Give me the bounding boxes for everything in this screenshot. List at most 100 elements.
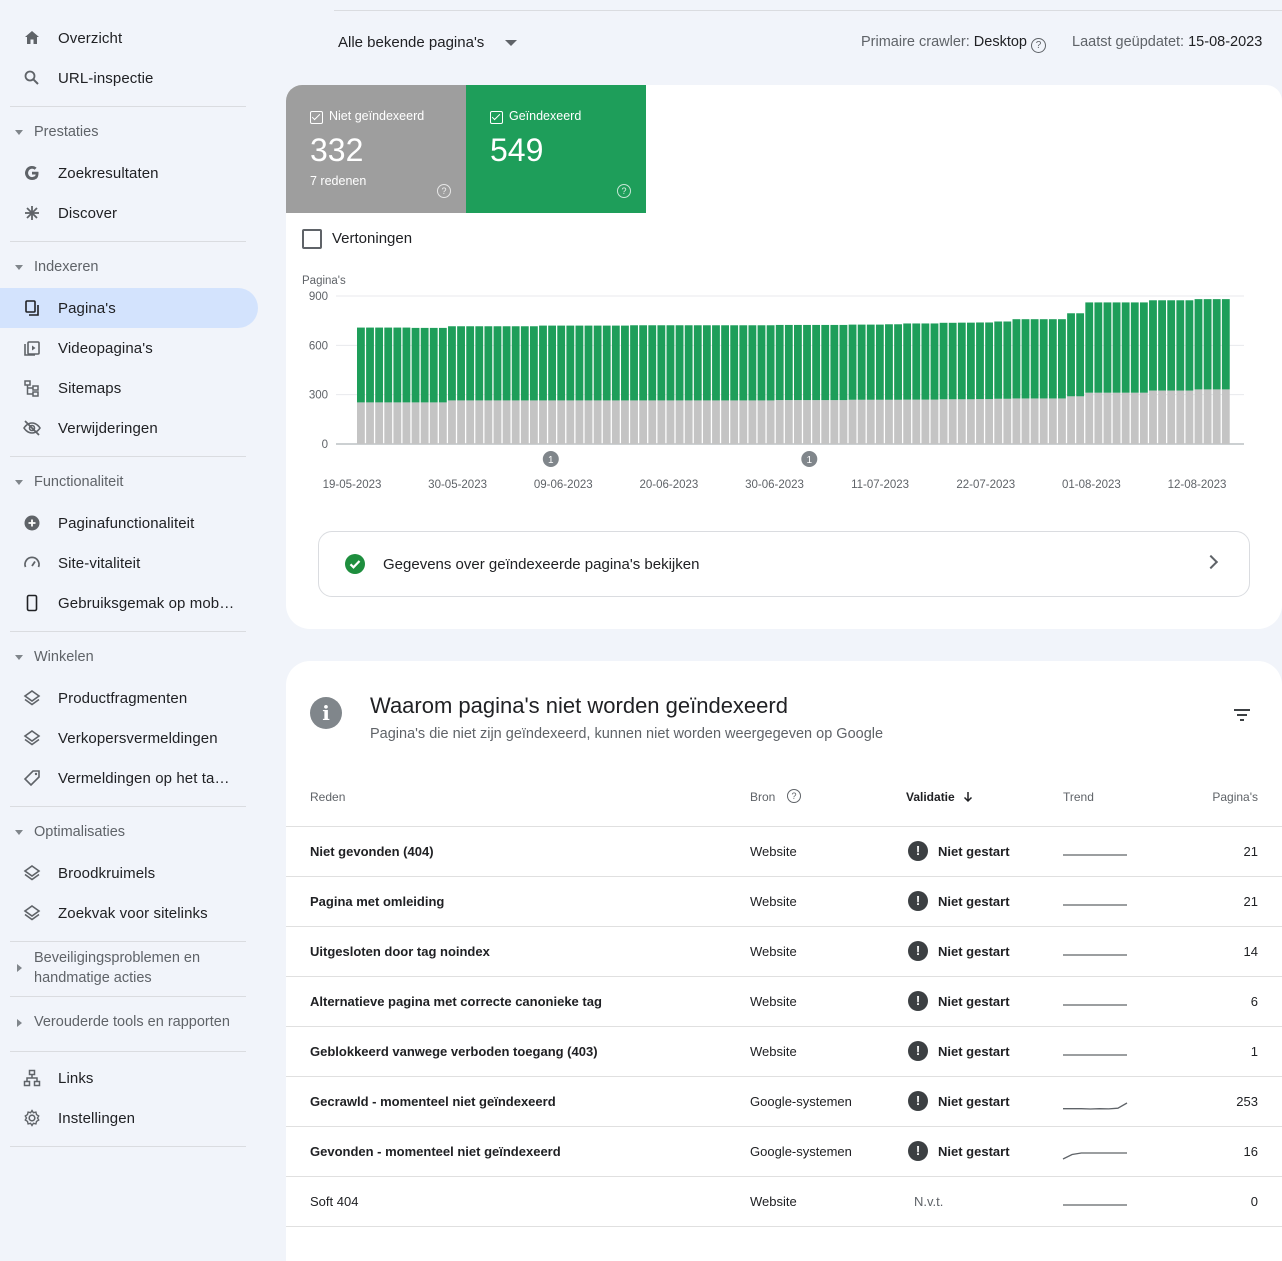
bar-not-indexed[interactable]: [1212, 389, 1221, 444]
help-icon[interactable]: ?: [617, 184, 631, 198]
bar-not-indexed[interactable]: [957, 399, 966, 444]
bar-indexed[interactable]: [748, 325, 757, 401]
bar-indexed[interactable]: [1185, 300, 1194, 391]
bar-indexed[interactable]: [1067, 313, 1075, 397]
bar-not-indexed[interactable]: [1039, 398, 1048, 444]
bar-not-indexed[interactable]: [1158, 390, 1166, 444]
nav-url-inspectie[interactable]: URL-inspectie: [0, 58, 258, 98]
table-row[interactable]: Niet gevonden (404) Website! Niet gestart 2…: [286, 826, 1282, 877]
bar-indexed[interactable]: [830, 324, 839, 401]
not-indexed-tile[interactable]: Niet geïndexeerd 332 7 redenen ?: [286, 85, 466, 213]
bar-not-indexed[interactable]: [693, 400, 702, 444]
bar-indexed[interactable]: [702, 325, 711, 401]
nav-sitemaps[interactable]: Sitemaps: [0, 368, 258, 408]
section-verouderde[interactable]: Verouderde tools en rapporten: [0, 1003, 258, 1043]
bar-not-indexed[interactable]: [921, 399, 930, 444]
section-prestaties[interactable]: Prestaties: [0, 113, 258, 153]
bar-not-indexed[interactable]: [1176, 390, 1185, 444]
bar-indexed[interactable]: [548, 325, 557, 401]
bar-not-indexed[interactable]: [1048, 398, 1057, 444]
nav-links[interactable]: Links: [0, 1058, 258, 1098]
bar-not-indexed[interactable]: [1121, 392, 1130, 444]
nav-zoekresultaten[interactable]: Zoekresultaten: [0, 153, 258, 193]
bar-indexed[interactable]: [639, 325, 648, 401]
bar-indexed[interactable]: [657, 325, 666, 401]
page-filter-dropdown[interactable]: Alle bekende pagina's: [338, 34, 485, 51]
bar-not-indexed[interactable]: [1130, 392, 1139, 444]
bar-indexed[interactable]: [1076, 313, 1085, 397]
bar-not-indexed[interactable]: [375, 402, 384, 444]
bar-not-indexed[interactable]: [666, 400, 675, 444]
bar-indexed[interactable]: [1167, 300, 1176, 391]
annotation-marker[interactable]: 1: [542, 451, 559, 467]
bar-not-indexed[interactable]: [393, 402, 402, 444]
bar-not-indexed[interactable]: [757, 400, 766, 444]
bar-not-indexed[interactable]: [1139, 392, 1148, 444]
nav-verwijderingen[interactable]: Verwijderingen: [0, 408, 258, 448]
bar-indexed[interactable]: [520, 326, 529, 401]
indexed-tile[interactable]: Geïndexeerd 549 ?: [466, 85, 646, 213]
bar-indexed[interactable]: [1039, 319, 1048, 399]
bar-indexed[interactable]: [621, 325, 629, 401]
bar-indexed[interactable]: [593, 325, 602, 401]
table-row[interactable]: Geblokkeerd vanwege verboden toegang (40…: [286, 1026, 1282, 1077]
bar-not-indexed[interactable]: [839, 400, 848, 444]
bar-indexed[interactable]: [721, 325, 729, 401]
bar-not-indexed[interactable]: [566, 400, 575, 444]
section-functionaliteit[interactable]: Functionaliteit: [0, 463, 258, 503]
bar-not-indexed[interactable]: [1094, 392, 1103, 444]
bar-indexed[interactable]: [1194, 299, 1203, 390]
bar-not-indexed[interactable]: [1103, 392, 1112, 444]
nav-paginafunctionaliteit[interactable]: Paginafunctionaliteit: [0, 503, 258, 543]
bar-indexed[interactable]: [766, 325, 775, 401]
bar-indexed[interactable]: [693, 325, 702, 401]
bar-not-indexed[interactable]: [1149, 390, 1157, 444]
section-beveiliging[interactable]: Beveiligingsproblemen en handmatige acti…: [0, 946, 258, 992]
bar-not-indexed[interactable]: [602, 400, 611, 444]
bar-not-indexed[interactable]: [1067, 396, 1075, 444]
bar-indexed[interactable]: [1094, 302, 1103, 393]
bar-indexed[interactable]: [448, 326, 456, 401]
table-row[interactable]: Pagina met omleiding Website! Niet gestart…: [286, 876, 1282, 927]
bar-indexed[interactable]: [1085, 302, 1094, 393]
bar-indexed[interactable]: [457, 326, 465, 401]
bar-not-indexed[interactable]: [1058, 398, 1066, 444]
bar-indexed[interactable]: [930, 323, 939, 400]
nav-gebruiksgemak[interactable]: Gebruiksgemak op mob…: [0, 583, 258, 623]
section-indexeren[interactable]: Indexeren: [0, 248, 258, 288]
bar-not-indexed[interactable]: [684, 400, 693, 444]
bar-indexed[interactable]: [903, 323, 912, 400]
bar-indexed[interactable]: [1103, 302, 1112, 393]
bar-not-indexed[interactable]: [903, 399, 912, 444]
bar-not-indexed[interactable]: [357, 402, 365, 444]
bar-not-indexed[interactable]: [721, 400, 729, 444]
bar-indexed[interactable]: [393, 327, 402, 403]
bar-not-indexed[interactable]: [529, 400, 538, 444]
bar-indexed[interactable]: [366, 327, 374, 403]
bar-not-indexed[interactable]: [630, 400, 638, 444]
bar-indexed[interactable]: [1112, 302, 1121, 393]
bar-not-indexed[interactable]: [402, 402, 411, 444]
help-icon[interactable]: ?: [787, 789, 801, 803]
bar-not-indexed[interactable]: [848, 399, 857, 444]
bar-not-indexed[interactable]: [1221, 389, 1230, 444]
bar-not-indexed[interactable]: [657, 400, 666, 444]
bar-not-indexed[interactable]: [1185, 390, 1194, 444]
bar-indexed[interactable]: [602, 325, 611, 401]
bar-indexed[interactable]: [438, 327, 447, 403]
bar-not-indexed[interactable]: [1194, 389, 1203, 444]
bar-indexed[interactable]: [730, 325, 739, 401]
bar-not-indexed[interactable]: [875, 399, 884, 444]
bar-indexed[interactable]: [1048, 319, 1057, 399]
bar-indexed[interactable]: [1221, 299, 1230, 390]
nav-broodkruimels[interactable]: Broodkruimels: [0, 853, 258, 893]
bar-not-indexed[interactable]: [803, 400, 811, 444]
bar-not-indexed[interactable]: [457, 400, 465, 444]
bar-not-indexed[interactable]: [1203, 389, 1212, 444]
bar-indexed[interactable]: [803, 324, 811, 401]
nav-discover[interactable]: Discover: [0, 193, 258, 233]
bar-indexed[interactable]: [402, 327, 411, 403]
bar-not-indexed[interactable]: [712, 400, 720, 444]
bar-not-indexed[interactable]: [493, 400, 502, 444]
bar-not-indexed[interactable]: [548, 400, 557, 444]
